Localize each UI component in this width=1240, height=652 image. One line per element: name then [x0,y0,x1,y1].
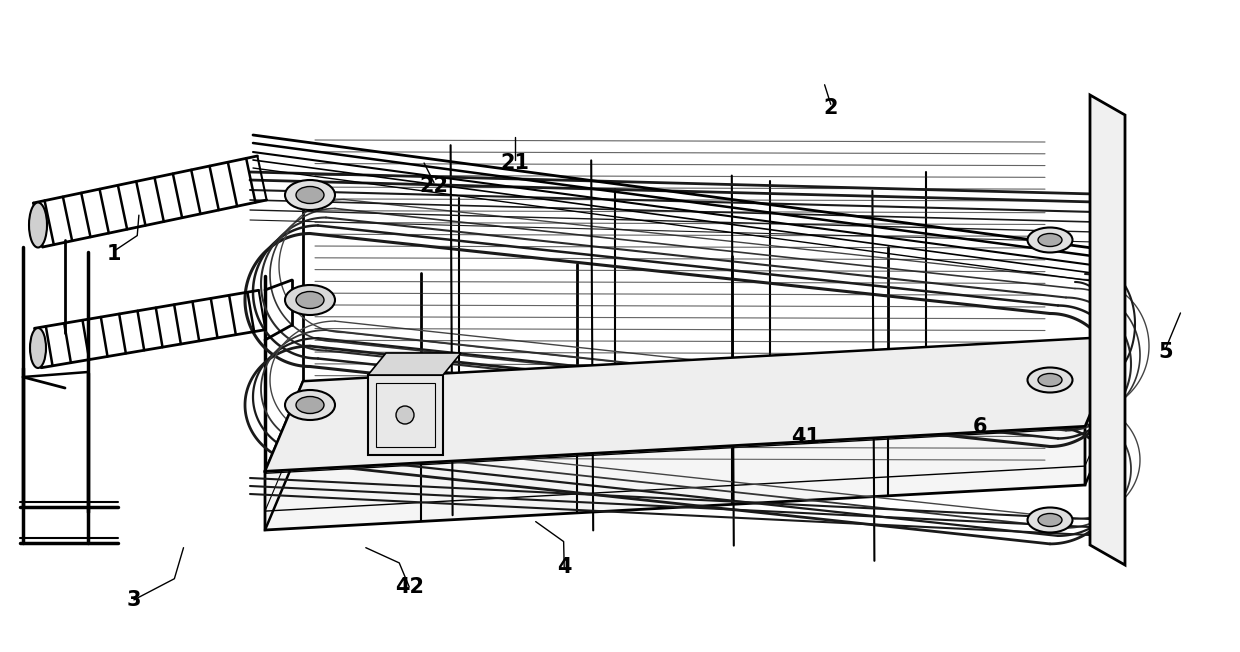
Ellipse shape [296,291,324,308]
Text: 42: 42 [394,577,424,597]
Ellipse shape [285,285,335,315]
Text: 1: 1 [107,244,122,264]
Ellipse shape [285,180,335,210]
Ellipse shape [296,186,324,203]
Polygon shape [1090,95,1125,565]
Text: 21: 21 [500,153,529,173]
Polygon shape [368,375,443,455]
Ellipse shape [396,406,414,424]
Text: 4: 4 [557,557,572,577]
Ellipse shape [296,396,324,413]
Ellipse shape [285,390,335,420]
Text: 2: 2 [823,98,838,117]
Ellipse shape [1038,374,1061,387]
Text: 41: 41 [791,427,821,447]
Ellipse shape [29,203,47,248]
Text: 22: 22 [419,176,449,196]
Text: 6: 6 [972,417,987,437]
Ellipse shape [1028,507,1073,533]
Ellipse shape [1038,514,1061,527]
Text: 5: 5 [1158,342,1173,362]
Polygon shape [265,336,1123,471]
Text: 3: 3 [126,590,141,610]
Ellipse shape [1028,228,1073,252]
Ellipse shape [1028,368,1073,393]
Polygon shape [265,426,1085,530]
Ellipse shape [30,328,46,368]
Ellipse shape [1038,233,1061,246]
Polygon shape [368,353,461,375]
